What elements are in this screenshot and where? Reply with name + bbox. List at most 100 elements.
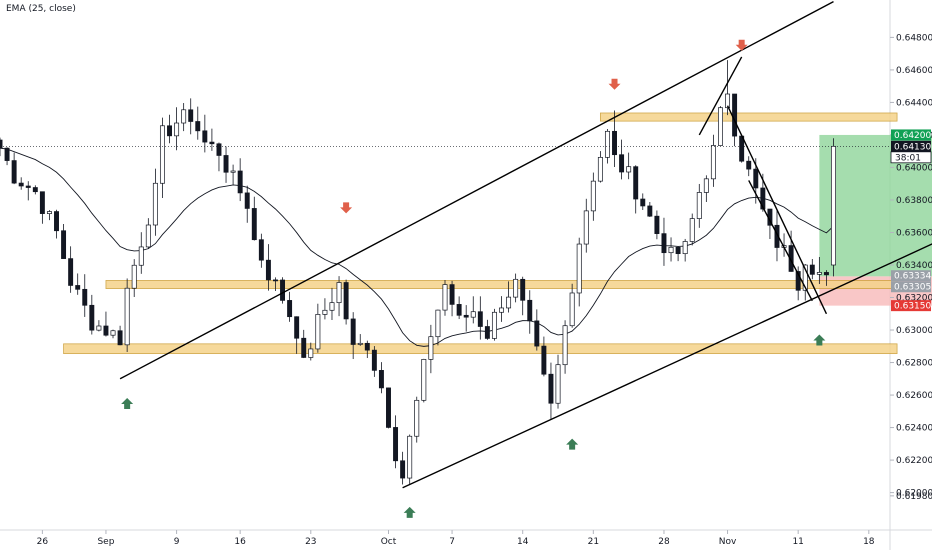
price-tick-label: 0.64000: [896, 163, 932, 173]
candle-body: [343, 282, 349, 320]
price-tick-label: 0.63200: [896, 294, 932, 304]
candle-body: [640, 198, 646, 207]
countdown-tag: [890, 151, 932, 164]
candle-body: [336, 282, 342, 304]
candle-body: [287, 300, 293, 318]
candle-body: [195, 121, 201, 132]
candle-body: [491, 311, 497, 339]
candle-body: [174, 122, 180, 137]
candle-body: [386, 387, 391, 428]
candle-body: [604, 130, 610, 158]
candle-body: [484, 326, 490, 339]
candle-body: [378, 370, 384, 389]
candle-body: [788, 245, 794, 272]
candle-body: [202, 130, 208, 143]
candle-body: [442, 284, 448, 311]
candle-body: [760, 187, 766, 210]
candle-body: [463, 314, 469, 318]
price-tick-label: 0.61980: [896, 492, 932, 502]
candle-body: [308, 348, 314, 358]
time-tick-label: 26: [37, 537, 49, 547]
candle-body: [152, 182, 158, 226]
candle-body: [25, 185, 31, 188]
trend-line: [119, 1, 834, 380]
time-tick-label: Sep: [97, 537, 114, 547]
candle-body: [364, 342, 370, 351]
candle-body: [61, 230, 67, 259]
candle-body: [117, 330, 123, 346]
candle-body: [273, 279, 278, 282]
candle-body: [626, 166, 632, 173]
candle-body: [110, 330, 116, 336]
price-tick-label: 0.62600: [896, 391, 932, 401]
candle-body: [802, 264, 808, 291]
arrow-down-icon: [735, 39, 748, 51]
candle-body: [223, 155, 229, 173]
support-resistance-zone: [105, 280, 898, 289]
candle-body: [718, 107, 723, 146]
time-tick-label: 23: [305, 537, 316, 547]
price-tag: [891, 300, 931, 312]
candle-body: [75, 285, 81, 290]
candle-body: [435, 309, 441, 338]
candle-body: [68, 258, 74, 286]
candle-body: [96, 325, 102, 331]
time-tick-label: 11: [792, 537, 803, 547]
candle-body: [703, 178, 709, 193]
candle-body: [393, 427, 399, 462]
candle-body: [251, 208, 257, 241]
price-tick-label: 0.63400: [896, 261, 932, 271]
candle-body: [583, 210, 589, 245]
candle-body: [131, 264, 137, 289]
candle-body: [265, 259, 271, 281]
candle-body: [301, 337, 307, 358]
candle-body: [555, 364, 561, 404]
indicator-label: EMA (25, close): [6, 4, 76, 14]
countdown-tag-label: 38:01: [895, 153, 921, 163]
price-tag-label: 0.64200: [894, 131, 931, 141]
candle-body: [499, 307, 504, 313]
price-tick-label: 0.63000: [896, 326, 932, 336]
time-tick-label: 7: [449, 537, 455, 547]
candle-body: [230, 170, 236, 173]
time-tick-label: 21: [588, 537, 599, 547]
candle-body: [167, 125, 172, 137]
candle-body: [216, 143, 222, 156]
arrow-down-icon: [608, 78, 621, 90]
candle-body: [569, 292, 575, 327]
time-tick-label: 9: [174, 537, 180, 547]
candle-body: [414, 399, 420, 437]
price-tag-label: 0.64130: [894, 142, 931, 152]
candle-body: [668, 246, 674, 254]
candle-body: [661, 233, 667, 254]
candle-body: [4, 147, 10, 161]
candle-body: [675, 246, 681, 255]
price-tick-label: 0.64400: [896, 98, 932, 108]
candle-body: [294, 316, 300, 339]
arrow-up-icon: [566, 438, 579, 450]
candle-body: [181, 109, 187, 124]
candle-body: [421, 359, 427, 401]
candle-body: [831, 145, 836, 266]
candle-body: [11, 160, 17, 184]
candle-body: [18, 182, 24, 187]
candle-body: [315, 314, 321, 350]
price-tick-label: 0.63600: [896, 228, 932, 238]
candle-body: [809, 264, 815, 275]
candle-body: [32, 187, 38, 193]
trend-line: [726, 105, 828, 315]
candle-body: [590, 180, 596, 212]
support-resistance-zone: [599, 112, 898, 122]
candle-body: [633, 166, 639, 200]
candle-body: [89, 304, 95, 331]
trend-line: [748, 180, 813, 302]
candle-body: [612, 130, 617, 156]
candle-body: [732, 93, 738, 137]
candle-body: [576, 243, 582, 294]
candle-body: [689, 218, 695, 242]
candle-body: [407, 435, 413, 479]
candle-body: [774, 224, 780, 248]
candle-body: [725, 93, 731, 109]
candle-body: [456, 304, 462, 316]
